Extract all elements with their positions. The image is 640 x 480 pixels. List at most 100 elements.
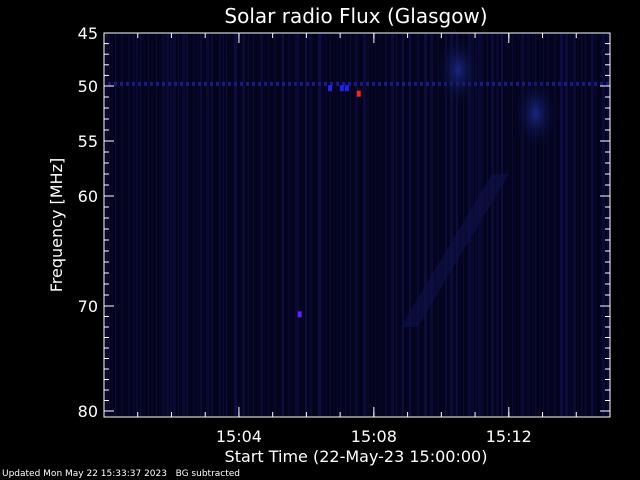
rfi-band-segment	[390, 81, 393, 86]
background-streak	[521, 34, 524, 416]
background-streak	[133, 34, 134, 416]
y-axis-ticks: 45 50 55 60 70 80	[78, 24, 610, 421]
rfi-band-segment	[294, 81, 297, 86]
rfi-band-segment	[276, 81, 279, 86]
x-tick-label: 15:08	[351, 427, 397, 446]
background-streak	[363, 34, 366, 416]
rfi-band-segment	[384, 81, 387, 86]
background-streak	[570, 34, 571, 416]
background-streak	[219, 34, 221, 416]
rfi-band-segment	[558, 81, 561, 86]
rfi-band-segment	[258, 81, 261, 86]
background-streak	[478, 34, 481, 416]
chart-title: Solar radio Flux (Glasgow)	[224, 4, 487, 28]
rfi-band-segment	[600, 81, 603, 86]
rfi-band-segment	[486, 81, 489, 86]
x-axis-label: Start Time (22-May-23 15:00:00)	[225, 447, 488, 466]
background-streak	[385, 34, 387, 416]
background-streak	[325, 34, 327, 416]
background-streak	[234, 34, 237, 416]
rfi-band-segment	[498, 81, 501, 86]
background-streak	[115, 34, 116, 416]
y-tick-label: 55	[78, 132, 98, 151]
background-streak	[140, 34, 141, 416]
background-streak	[223, 34, 224, 416]
background-streak	[248, 34, 249, 416]
background-streak	[182, 34, 185, 416]
background-streak	[535, 34, 536, 416]
background-streak	[581, 34, 582, 416]
background-streak	[178, 34, 179, 416]
background-streak	[288, 34, 290, 416]
rfi-band-segment	[246, 81, 249, 86]
background-streak	[602, 34, 605, 416]
rfi-band-segment	[144, 81, 147, 86]
background-streak	[456, 34, 458, 416]
rfi-band-segment	[606, 81, 609, 86]
rfi-band-segment	[594, 81, 597, 86]
y-tick-label: 80	[78, 402, 98, 421]
x-axis-ticks: 15:04 15:08 15:12	[103, 33, 611, 446]
background-streak	[109, 34, 110, 416]
rfi-band-segment	[204, 81, 207, 86]
burst-point	[339, 85, 344, 92]
rfi-band-segment	[282, 81, 285, 86]
background-streak	[305, 34, 307, 416]
rfi-band-segment	[426, 81, 429, 86]
rfi-band-segment	[420, 81, 423, 86]
background-streak	[268, 34, 269, 416]
rfi-band-segment	[552, 81, 555, 86]
background-streak	[206, 34, 209, 416]
burst-point	[356, 90, 361, 97]
spectrogram-features	[108, 32, 609, 318]
rfi-band-segment	[588, 81, 591, 86]
x-tick-label: 15:04	[216, 427, 262, 446]
footer-note: BG subtracted	[175, 469, 241, 479]
drift-feature	[400, 174, 509, 327]
background-streak	[242, 34, 245, 416]
background-streak	[424, 34, 427, 416]
background-streak	[507, 34, 508, 416]
background-streak	[128, 34, 130, 416]
background-streak	[585, 34, 586, 416]
background-streak	[318, 34, 321, 416]
rfi-band-segment	[264, 81, 267, 86]
rfi-band-segment	[564, 81, 567, 86]
background-streak	[173, 34, 176, 416]
rfi-band-segment	[510, 81, 513, 86]
rfi-band-segment	[582, 81, 585, 86]
rfi-band-segment	[366, 81, 369, 86]
rfi-band-segment	[516, 81, 519, 86]
rfi-band-segment	[288, 81, 291, 86]
rfi-band-segment	[396, 81, 399, 86]
background-streak	[375, 34, 376, 416]
background-streak	[193, 34, 195, 416]
rfi-band-segment	[570, 81, 573, 86]
background-streak	[481, 34, 483, 416]
background-streak	[501, 34, 503, 416]
rfi-band-segment	[162, 81, 165, 86]
background-streak	[312, 34, 313, 416]
background-streak	[298, 34, 299, 416]
burst-point	[344, 85, 349, 92]
rfi-band-segment	[168, 81, 171, 86]
rfi-band-segment	[408, 81, 411, 86]
rfi-band-segment	[324, 81, 327, 86]
background-streak	[543, 34, 544, 416]
rfi-band-segment	[138, 81, 141, 86]
background-streak	[309, 34, 312, 416]
background-streak	[491, 34, 494, 416]
background-streak	[186, 34, 188, 416]
background-streak	[547, 34, 549, 416]
background-streak	[226, 34, 227, 416]
background-streak	[197, 34, 199, 416]
background-streak	[402, 34, 404, 416]
rfi-band-segment	[150, 81, 153, 86]
background-streak	[253, 34, 254, 416]
x-tick-label: 15:12	[486, 427, 532, 446]
background-streak	[607, 34, 609, 416]
background-streak	[260, 34, 263, 416]
footer-updated: Updated Mon May 22 15:33:37 2023	[2, 469, 167, 479]
background-streak	[170, 34, 172, 416]
